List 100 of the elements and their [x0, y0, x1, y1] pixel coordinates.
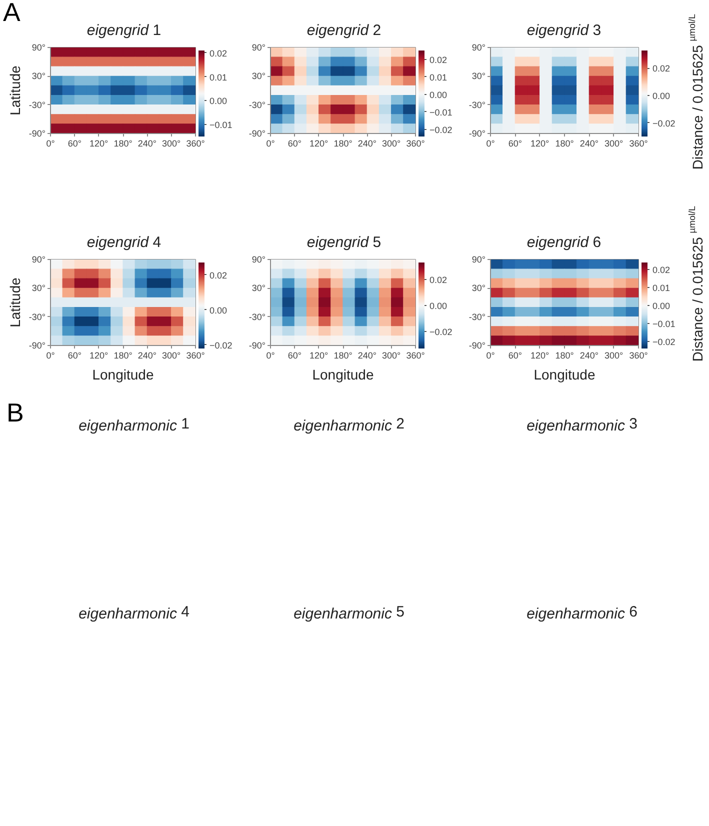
- color-bar-label: 0.01: [652, 283, 670, 294]
- color-bar-label: −0.01: [210, 120, 232, 130]
- x-tick-label: 120°: [90, 350, 109, 360]
- color-bar-label: 0.02: [210, 270, 228, 280]
- text: A: [3, 0, 20, 27]
- x-tick-label: 240°: [138, 350, 157, 360]
- y-tick-label: -30°: [248, 312, 266, 322]
- x-tick-label: 0°: [486, 138, 496, 148]
- color-bar-label: 0.00: [430, 301, 448, 311]
- x-tick-label: 0°: [486, 350, 496, 360]
- y-tick-label: -90°: [248, 340, 266, 350]
- x-tick-label: 240°: [358, 350, 377, 360]
- color-bar-label: 0.01: [430, 72, 448, 82]
- x-tick-label: 300°: [604, 138, 624, 148]
- y-tick-label: -90°: [248, 128, 266, 138]
- x-tick-label: 120°: [90, 138, 109, 148]
- x-tick-label: 240°: [580, 350, 599, 360]
- color-bar-label: −0.02: [652, 118, 676, 128]
- x-tick-label: 60°: [68, 138, 82, 148]
- y-tick-label: -30°: [28, 312, 46, 322]
- y-tick-label: -30°: [248, 100, 266, 110]
- text: eigenharmonic 1: [78, 416, 190, 434]
- color-bar-label: 0.02: [430, 54, 448, 65]
- color-bar-label: 0.02: [652, 64, 670, 74]
- x-tick-label: 360°: [406, 350, 426, 360]
- color-bar-label: −0.01: [652, 318, 676, 329]
- x-tick-label: 300°: [382, 350, 402, 360]
- chart-title: eigengrid 2: [306, 22, 382, 39]
- x-tick-label: 240°: [580, 138, 599, 148]
- x-tick-label: 0°: [46, 350, 56, 360]
- x-tick-label: 360°: [186, 350, 206, 360]
- y-tick-label: 90°: [32, 42, 46, 52]
- y-tick-label: -90°: [468, 340, 486, 350]
- color-bar-label: 0.00: [210, 96, 228, 106]
- chart-title: eigengrid 1: [86, 22, 162, 39]
- y-tick-label: 30°: [252, 71, 266, 82]
- y-tick-label: 90°: [252, 42, 266, 52]
- y-tick-label: 90°: [472, 254, 486, 264]
- y-tick-label: 30°: [252, 283, 266, 294]
- y-tick-label: -90°: [28, 340, 46, 350]
- y-tick-label: -30°: [468, 312, 486, 322]
- color-bar-label: 0.02: [652, 265, 670, 276]
- color-bar-label: 0.00: [652, 91, 670, 102]
- y-tick-label: 30°: [472, 283, 486, 294]
- x-tick-label: 360°: [186, 138, 206, 148]
- x-tick-label: 120°: [530, 138, 550, 148]
- x-tick-label: 60°: [508, 138, 522, 148]
- color-bar-label: 0.00: [430, 90, 448, 100]
- x-tick-label: 300°: [162, 138, 182, 148]
- text: B: [6, 398, 24, 428]
- x-tick-label: 60°: [68, 350, 82, 360]
- y-tick-label: 90°: [472, 42, 486, 52]
- color-bar-label: 0.00: [652, 301, 670, 311]
- x-axis-title: Longitude: [312, 366, 374, 382]
- y-tick-label: 90°: [252, 254, 266, 264]
- y-axis-title: Latitude: [6, 277, 23, 328]
- x-tick-label: 300°: [382, 138, 402, 148]
- x-axis-title: Longitude: [534, 366, 596, 382]
- chart-title: eigengrid 3: [526, 22, 602, 39]
- x-tick-label: 120°: [310, 350, 329, 360]
- y-tick-label: 30°: [32, 283, 46, 294]
- x-tick-label: 60°: [288, 350, 302, 360]
- color-bar-label: 0.02: [210, 48, 228, 58]
- x-tick-label: 360°: [629, 138, 648, 148]
- x-tick-label: 180°: [555, 350, 574, 360]
- text: eigenharmonic 2: [294, 416, 405, 434]
- x-tick-label: 240°: [138, 138, 157, 148]
- x-tick-label: 300°: [604, 350, 624, 360]
- color-bar-label: −0.02: [430, 124, 452, 135]
- x-tick-label: 120°: [310, 138, 329, 148]
- y-tick-label: 30°: [32, 71, 46, 82]
- text: eigenharmonic 4: [78, 604, 190, 622]
- x-tick-label: 240°: [358, 138, 377, 148]
- color-bar-label: 0.01: [210, 72, 228, 82]
- text: eigenharmonic 5: [294, 604, 405, 622]
- color-bar-label: −0.01: [430, 107, 452, 118]
- y-tick-label: 30°: [472, 71, 486, 82]
- chart-title: eigengrid 4: [86, 234, 162, 251]
- x-tick-label: 120°: [530, 350, 550, 360]
- y-tick-label: 90°: [32, 254, 46, 264]
- text: eigenharmonic 6: [526, 604, 638, 622]
- y-tick-label: -30°: [28, 100, 46, 110]
- chart-title: eigengrid 5: [306, 234, 382, 251]
- color-bar-label: −0.02: [652, 336, 676, 347]
- color-bar-label: −0.02: [430, 327, 452, 338]
- x-tick-label: 60°: [288, 138, 302, 148]
- x-tick-label: 0°: [46, 138, 56, 148]
- x-axis-title: Longitude: [92, 366, 154, 382]
- text: eigenharmonic 3: [526, 416, 638, 434]
- x-tick-label: 180°: [114, 138, 133, 148]
- x-tick-label: 180°: [334, 138, 353, 148]
- x-tick-label: 180°: [334, 350, 353, 360]
- y-tick-label: -30°: [468, 100, 486, 110]
- color-bar-label: 0.02: [430, 274, 448, 285]
- x-tick-label: 180°: [114, 350, 133, 360]
- x-tick-label: 360°: [629, 350, 648, 360]
- y-tick-label: -90°: [468, 128, 486, 138]
- color-bar-label: 0.00: [210, 305, 228, 316]
- y-axis-title: Latitude: [6, 65, 23, 116]
- y-tick-label: -90°: [28, 128, 46, 138]
